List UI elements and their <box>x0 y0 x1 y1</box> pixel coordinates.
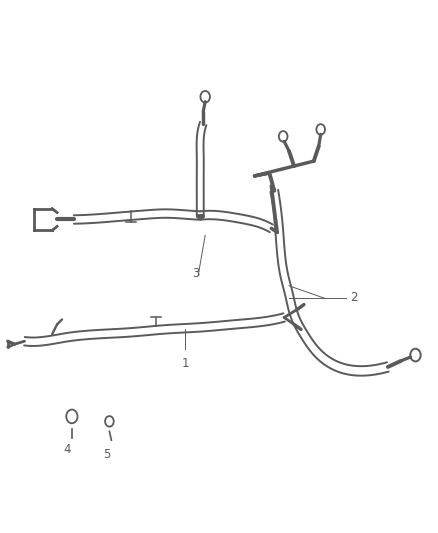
Text: 5: 5 <box>103 448 110 461</box>
Text: 3: 3 <box>193 267 200 280</box>
Text: 4: 4 <box>63 443 71 456</box>
Text: 2: 2 <box>350 291 358 304</box>
Text: 1: 1 <box>182 357 189 370</box>
